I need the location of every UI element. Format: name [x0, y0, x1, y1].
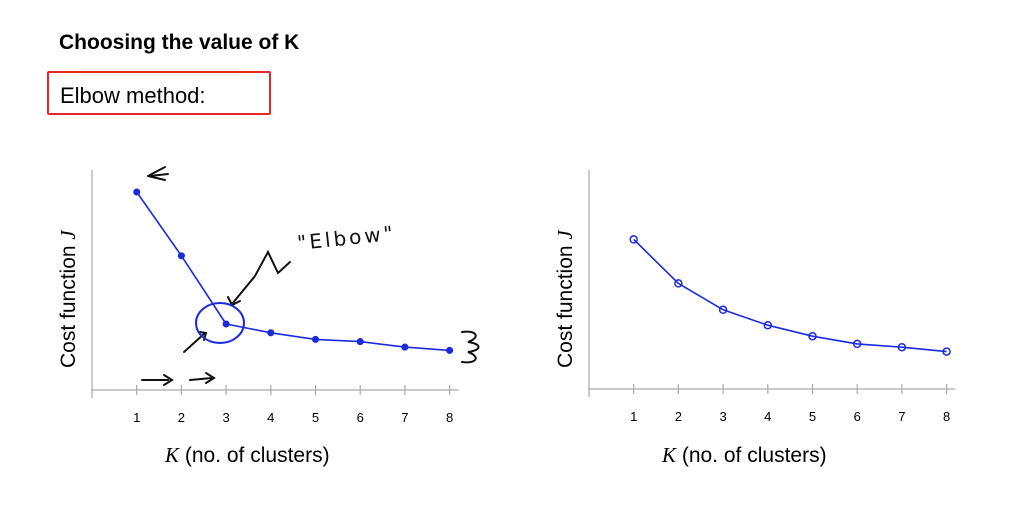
squiggle-icon — [461, 330, 480, 364]
chart2-ylabel: Cost function J — [553, 229, 577, 368]
chart2-x-tick-label: 4 — [764, 409, 771, 424]
chart2-xlabel: K (no. of clusters) — [661, 443, 827, 467]
chart2-x-tick-label: 5 — [809, 409, 816, 424]
chart1-x-tick-label: 7 — [401, 410, 408, 425]
chart1-data-point — [267, 329, 275, 337]
chart2-x-tick-label: 6 — [854, 409, 861, 424]
chart1-data-point — [133, 188, 141, 196]
chart1-x-tick-label: 5 — [312, 410, 319, 425]
chart2-series-line — [633, 238, 947, 353]
chart2-data-point — [942, 347, 951, 356]
chart1-x-tick-label: 3 — [222, 410, 229, 425]
chart2-data-point — [674, 279, 683, 288]
chart1-x-tick-label: 8 — [446, 410, 453, 425]
chart1-data-point — [222, 320, 230, 328]
chart1-x-tick-label: 4 — [267, 410, 274, 425]
elbow-circle-icon — [195, 302, 245, 344]
elbow-label: "Elbow" — [296, 221, 397, 255]
chart2-data-point — [852, 339, 862, 349]
chart2-data-point — [629, 235, 638, 244]
chart1-data-point — [446, 346, 454, 354]
chart1-x-tick-label: 1 — [133, 410, 140, 425]
chart1-data-point — [401, 343, 409, 351]
chart1-x-tick-label: 2 — [178, 410, 185, 425]
chart2-x-tick-label: 1 — [630, 409, 637, 424]
slide-title: Choosing the value of K — [59, 31, 300, 54]
chart2-x-tick-label: 2 — [675, 409, 682, 424]
chart1-x-tick-label: 6 — [357, 410, 364, 425]
chart2-data-point — [897, 342, 907, 352]
chart2-x-tick-label: 3 — [719, 409, 726, 424]
pointer-arrow-icon — [183, 331, 208, 353]
chart2-data-point — [808, 331, 817, 341]
elbow-arrow-icon — [231, 249, 291, 305]
elbow-annotation: "Elbow" — [141, 166, 480, 386]
right-arrows-icon — [141, 372, 216, 386]
chart2-x-tick-label: 7 — [898, 409, 905, 424]
chart1-data-point — [356, 338, 364, 346]
chart1-data-point — [177, 252, 185, 260]
chart1-data-point — [311, 335, 320, 343]
chart1-ylabel: Cost function J — [56, 229, 80, 368]
top-arrow-icon — [147, 166, 169, 181]
slide-subtitle: Elbow method: — [60, 83, 206, 108]
chart1-series-line — [136, 191, 450, 352]
chart2-data-point — [763, 320, 773, 330]
highlight-box — [47, 71, 271, 115]
chart1-xlabel: K (no. of clusters) — [164, 443, 330, 467]
chart2-data-point — [718, 305, 728, 315]
chart2-x-tick-label: 8 — [943, 409, 950, 424]
